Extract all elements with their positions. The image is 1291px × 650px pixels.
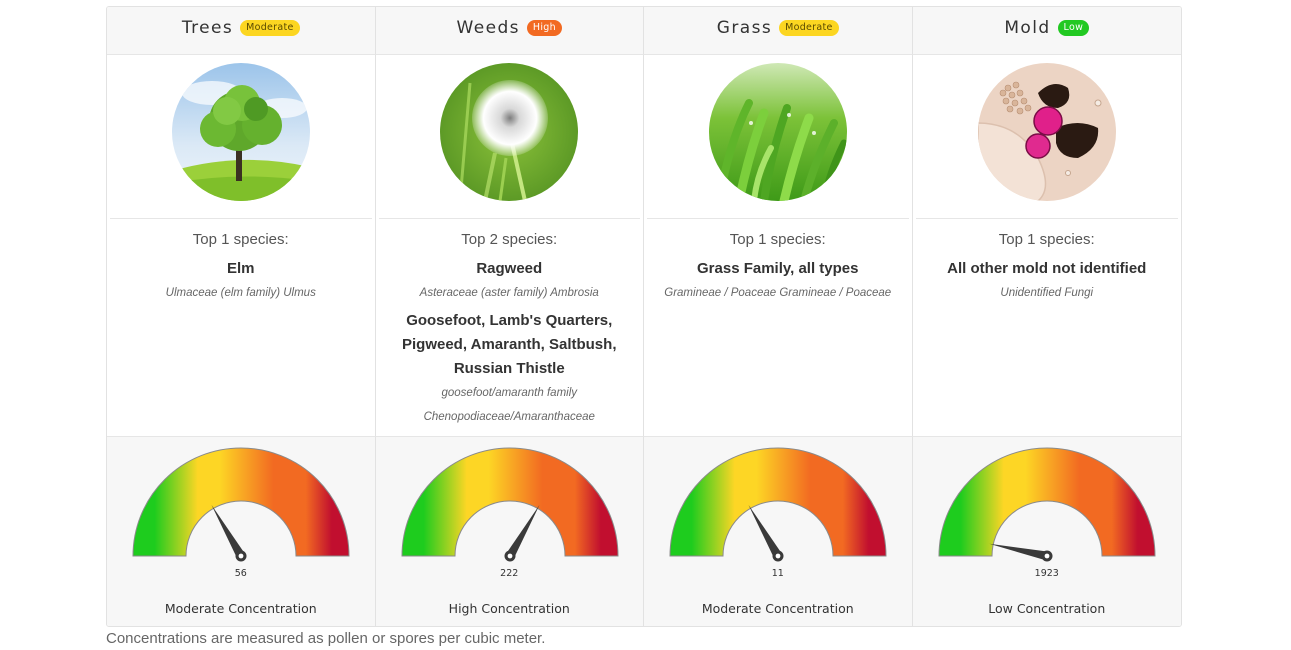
gauge-value: 56 (234, 568, 247, 579)
category-title: Grass (716, 17, 773, 38)
category-title: Weeds (456, 17, 520, 38)
species-latin: goosefoot/amaranth family Chenopodiaceae… (423, 387, 595, 423)
gauge-needle (988, 543, 1048, 561)
gauge-label: Low Concentration (988, 601, 1106, 616)
species-name: Ragweed (476, 260, 543, 277)
gauge-value: 1923 (1034, 568, 1059, 579)
category-title: Trees (181, 17, 234, 38)
level-badge: Moderate (240, 19, 300, 36)
gauge-dial (400, 447, 619, 562)
footnote: Concentrations are measured as pollen or… (106, 630, 546, 647)
dandelion-photo (440, 63, 579, 201)
gauge-dial (669, 447, 887, 562)
image-cell-trees (107, 55, 376, 219)
image-cell-mold (912, 55, 1181, 219)
gauge-dial (132, 447, 350, 562)
gauge-value: 222 (500, 568, 519, 579)
gauge-dial (937, 447, 1156, 562)
species-latin: Ulmaceae (elm family) Ulmus (165, 287, 316, 299)
gauge-needle (748, 504, 782, 559)
image-cell-grass (644, 55, 913, 219)
pollen-forecast-grid: Trees Moderate Weeds High Grass Moderate… (106, 6, 1182, 627)
species-name: Goosefoot, Lamb's Quarters, Pigweed, Ama… (402, 312, 617, 377)
species-cell-trees: Top 1 species: Elm Ulmaceae (elm family)… (107, 219, 376, 437)
gauge-label: Moderate Concentration (701, 601, 854, 616)
gauge-value: 11 (771, 568, 784, 579)
gauge-label: Moderate Concentration (164, 601, 317, 616)
tree-photo (171, 63, 310, 201)
species-cell-grass: Top 1 species: Grass Family, all types G… (644, 219, 913, 437)
header-grass: Grass Moderate (644, 7, 913, 55)
top-species-label: Top 1 species: (729, 231, 826, 248)
gauge-needle (505, 504, 539, 559)
image-cell-weeds (375, 55, 644, 219)
gauge-needle (211, 504, 245, 559)
header-weeds: Weeds High (375, 7, 644, 55)
level-badge: Low (1057, 19, 1090, 36)
top-species-label: Top 1 species: (998, 231, 1095, 248)
species-latin: Gramineae / Poaceae Gramineae / Poaceae (664, 287, 892, 299)
top-species-label: Top 1 species: (192, 231, 289, 248)
mold-microscope-photo (977, 63, 1116, 201)
species-latin: Asteraceae (aster family) Ambrosia (419, 287, 599, 299)
species-cell-weeds: Top 2 species: Ragweed Asteraceae (aster… (375, 219, 644, 437)
species-name: Elm (226, 260, 255, 277)
top-species-label: Top 2 species: (461, 231, 558, 248)
species-name: Grass Family, all types (697, 260, 859, 277)
grass-photo (708, 63, 847, 201)
level-badge: High (526, 19, 562, 36)
level-badge: Moderate (779, 19, 839, 36)
gauge-cell-weeds: 222 High Concentration (375, 437, 644, 626)
header-trees: Trees Moderate (107, 7, 376, 55)
header-mold: Mold Low (912, 7, 1181, 55)
gauge-cell-grass: 11 Moderate Concentration (644, 437, 913, 626)
species-latin: Unidentified Fungi (1000, 287, 1094, 299)
category-title: Mold (1004, 17, 1051, 38)
gauge-cell-mold: 1923 Low Concentration (912, 437, 1181, 626)
species-name: All other mold not identified (947, 260, 1147, 277)
gauge-label: High Concentration (448, 601, 570, 616)
gauge-cell-trees: 56 Moderate Concentration (107, 437, 376, 626)
species-cell-mold: Top 1 species: All other mold not identi… (912, 219, 1181, 437)
